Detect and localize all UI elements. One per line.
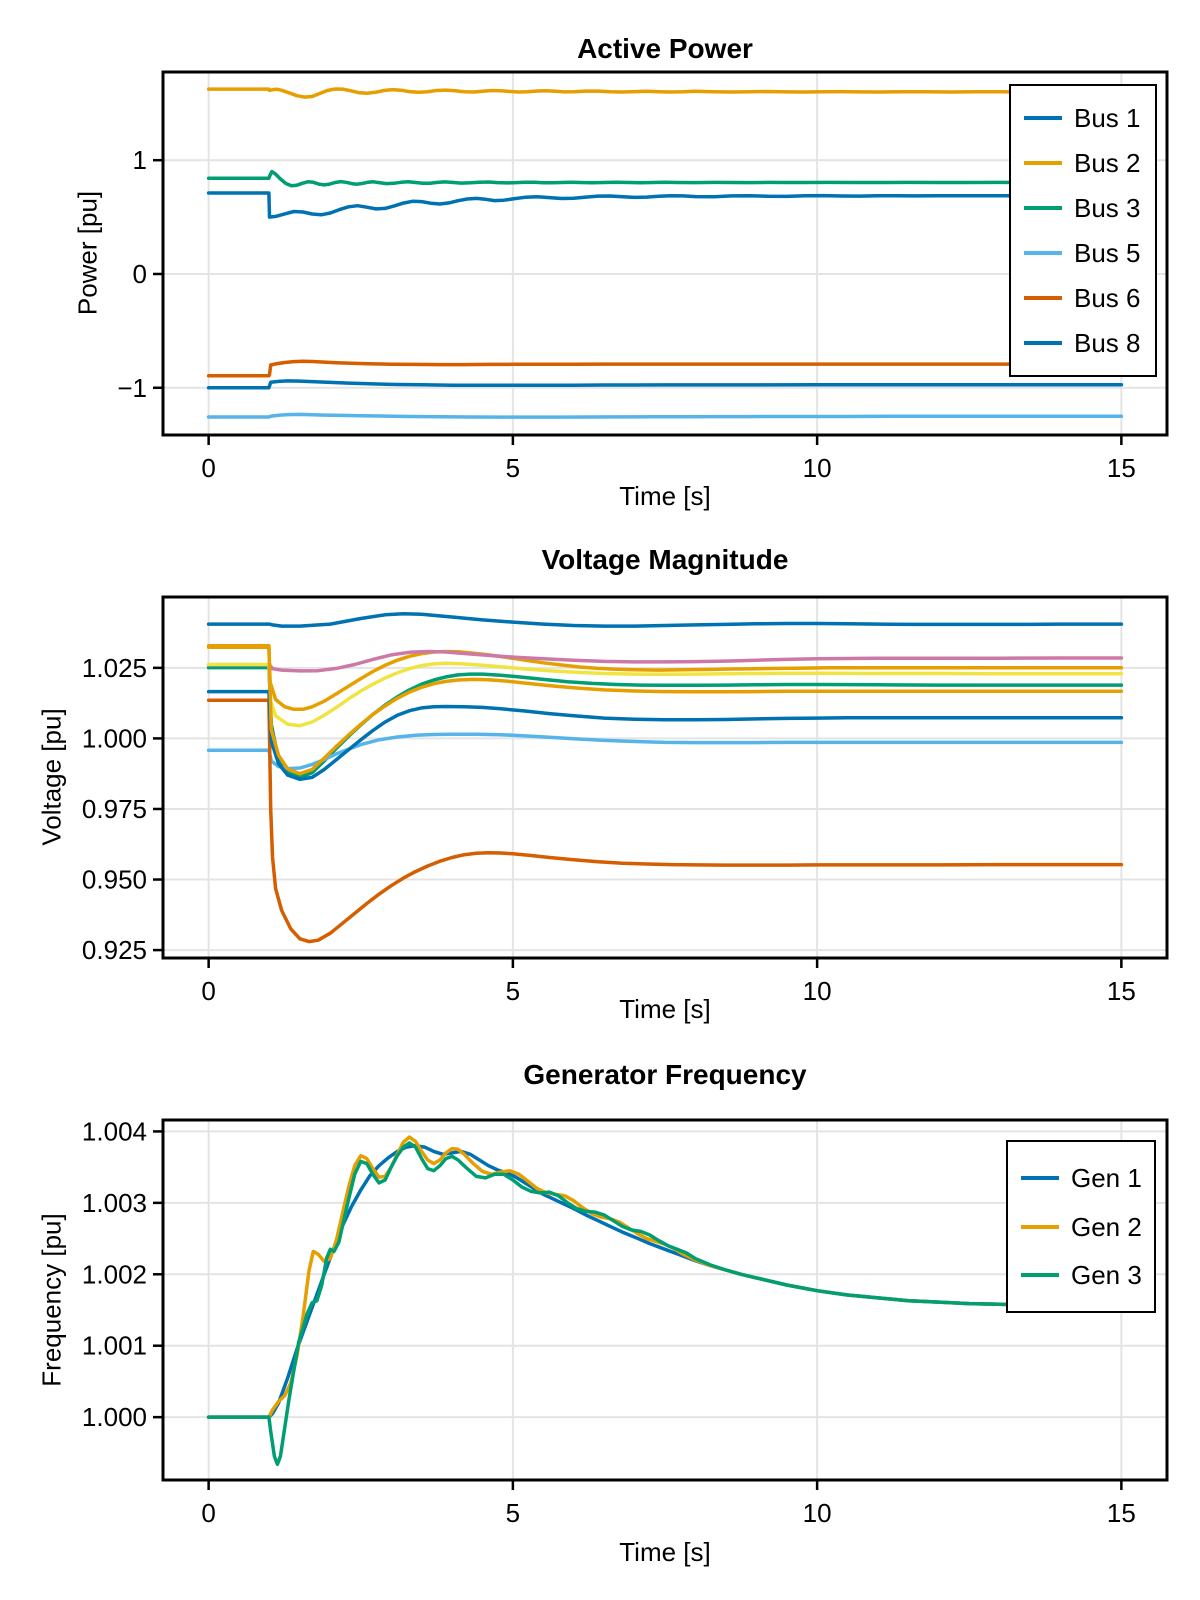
x-tick-label: 5 (506, 1498, 520, 1528)
y-tick-label: 0 (133, 259, 147, 289)
y-tick-label: −1 (117, 373, 147, 403)
x-tick-label: 5 (506, 976, 520, 1006)
y-tick-label: 1.001 (82, 1331, 147, 1361)
chart-voltage-magnitude: 0 5 10 15 1.025 1.000 0.975 0.950 0.925 (82, 595, 1169, 1006)
y-tick-label: 1.002 (82, 1259, 147, 1289)
plot-border (161, 70, 1169, 437)
legend-label: Bus 5 (1074, 238, 1141, 268)
legend-label: Bus 2 (1074, 148, 1141, 178)
legend-line-swatch (1021, 1224, 1059, 1229)
y-tick-label: 1.000 (82, 1402, 147, 1432)
plot-border (161, 595, 1169, 960)
y-tick-label: 0.925 (82, 935, 147, 965)
legend-line-swatch (1021, 1273, 1059, 1278)
legend-label: Bus 8 (1074, 328, 1141, 358)
legend-line-swatch (1024, 116, 1062, 120)
chart2-ylabel: Voltage [pu] (36, 708, 67, 846)
legend-active-power: Bus 1 Bus 2 Bus 3 Bus 5 Bus 6 Bus 8 (1009, 84, 1157, 377)
legend-item-bus-3: Bus 3 (1011, 195, 1155, 221)
x-tick-label: 15 (1107, 1498, 1136, 1528)
series-bus-1 (206, 191, 1124, 219)
x-tick-label: 15 (1107, 976, 1136, 1006)
legend-line-swatch (1024, 341, 1062, 345)
legend-generator-frequency: Gen 1 Gen 2 Gen 3 (1006, 1140, 1156, 1313)
series-bus-2 (206, 87, 1124, 99)
chart3-title: Generator Frequency (523, 1059, 807, 1090)
x-tick-label: 10 (803, 453, 832, 483)
legend-label: Gen 1 (1071, 1162, 1142, 1193)
y-tick-label: 1.003 (82, 1188, 147, 1218)
x-tick-label: 10 (803, 976, 832, 1006)
x-tick-label: 0 (201, 453, 215, 483)
legend-label: Bus 3 (1074, 193, 1141, 223)
legend-item-bus-6: Bus 6 (1011, 285, 1155, 311)
series-bus-8 (206, 689, 1124, 782)
y-tick-label: 1 (133, 145, 147, 175)
y-tick-label: 0.950 (82, 865, 147, 895)
legend-item-gen-3: Gen 3 (1008, 1262, 1154, 1288)
plot-border (161, 1118, 1169, 1482)
legend-item-bus-5: Bus 5 (1011, 240, 1155, 266)
series-bus-3 (206, 665, 1124, 780)
y-tick-label: 1.025 (82, 653, 147, 683)
series-gen-2 (206, 1135, 1124, 1419)
y-tick-label: 1.004 (82, 1116, 147, 1146)
x-tick-label: 15 (1107, 453, 1136, 483)
y-tick-label: 0.975 (82, 794, 147, 824)
x-tick-label: 5 (506, 453, 520, 483)
legend-item-gen-2: Gen 2 (1008, 1214, 1154, 1240)
legend-line-swatch (1024, 251, 1062, 255)
chart3-ylabel: Frequency [pu] (36, 1213, 67, 1387)
chart2-title: Voltage Magnitude (541, 544, 789, 575)
series-bus-6 (206, 698, 1124, 944)
series-bus-1 (206, 611, 1124, 628)
x-tick-label: 0 (201, 1498, 215, 1528)
legend-line-swatch (1024, 206, 1062, 210)
series-bus-5 (206, 412, 1124, 419)
legend-line-swatch (1021, 1175, 1059, 1180)
legend-line-swatch (1024, 296, 1062, 300)
chart3-xlabel: Time [s] (619, 1537, 711, 1567)
legend-label: Gen 2 (1071, 1211, 1142, 1242)
series-bus-3 (206, 169, 1124, 188)
series-gen-1 (206, 1143, 1124, 1419)
series-gen-3 (206, 1141, 1124, 1467)
chart1-xlabel: Time [s] (619, 481, 711, 511)
legend-item-bus-8: Bus 8 (1011, 330, 1155, 356)
legend-item-bus-2: Bus 2 (1011, 150, 1155, 176)
x-tick-label: 10 (803, 1498, 832, 1528)
series-bus-9 (206, 645, 1124, 776)
legend-label: Gen 3 (1071, 1260, 1142, 1291)
legend-item-gen-1: Gen 1 (1008, 1165, 1154, 1191)
chart-generator-frequency: 0 5 10 15 1.004 1.003 1.002 1.001 1.000 (82, 1116, 1169, 1528)
series-bus-6 (206, 359, 1124, 378)
chart1-title: Active Power (577, 33, 753, 64)
chart2-xlabel: Time [s] (619, 994, 711, 1024)
legend-label: Bus 1 (1074, 103, 1141, 133)
y-tick-label: 1.000 (82, 723, 147, 753)
series-bus-8 (206, 379, 1124, 390)
series-bus-4 (206, 649, 1124, 673)
chart1-ylabel: Power [pu] (72, 190, 103, 316)
series-bus-7 (206, 661, 1124, 728)
legend-line-swatch (1024, 161, 1062, 165)
legend-item-bus-1: Bus 1 (1011, 105, 1155, 131)
series-bus-5 (206, 732, 1124, 771)
x-tick-label: 0 (201, 976, 215, 1006)
legend-label: Bus 6 (1074, 283, 1141, 313)
